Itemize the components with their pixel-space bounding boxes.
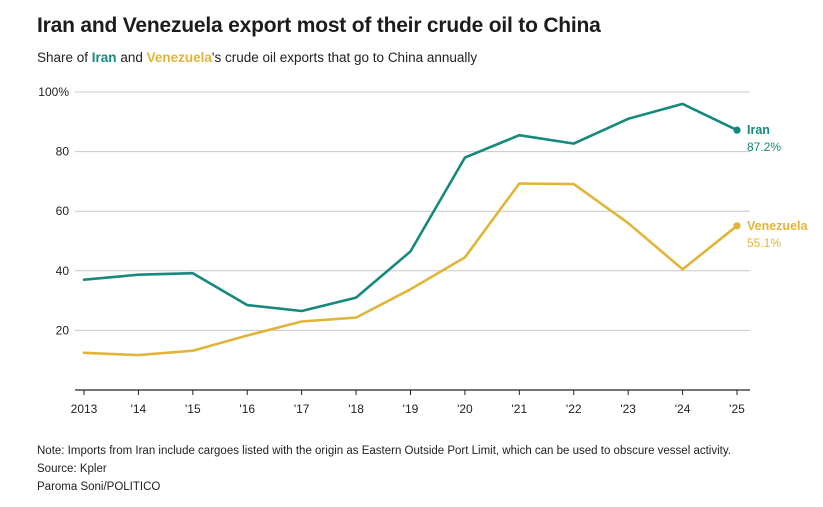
venezuela-end-marker (733, 222, 741, 230)
venezuela-end-name: Venezuela (747, 219, 808, 233)
x-tick-label-9: '22 (566, 402, 582, 416)
chart-subtitle: Share of Iran and Venezuela's crude oil … (37, 50, 477, 65)
chart-title: Iran and Venezuela export most of their … (37, 14, 601, 37)
y-tick-label-100: 100% (38, 85, 69, 99)
x-tick-label-10: '23 (620, 402, 636, 416)
footer-note: Note: Imports from Iran include cargoes … (37, 445, 731, 457)
subtitle-venezuela: Venezuela (146, 50, 212, 65)
x-tick-label-4: '17 (294, 402, 310, 416)
subtitle-iran: Iran (91, 50, 117, 65)
x-tick-label-0: 2013 (71, 402, 98, 416)
x-tick-label-8: '21 (512, 402, 528, 416)
iran-end-marker (733, 126, 741, 134)
venezuela-end-value: 55.1% (747, 236, 781, 250)
x-tick-label-7: '20 (457, 402, 473, 416)
iran-series-line (82, 102, 739, 313)
x-tick-label-11: '24 (675, 402, 691, 416)
x-tick-label-3: '16 (239, 402, 255, 416)
venezuela-series-line (82, 182, 739, 357)
x-tick-label-1: '14 (131, 402, 147, 416)
x-tick-label-6: '19 (403, 402, 419, 416)
y-tick-label-80: 80 (56, 145, 70, 159)
subtitle-and: and (116, 50, 147, 65)
iran-end-name: Iran (747, 123, 770, 137)
x-tick-label-5: '18 (348, 402, 364, 416)
y-tick-label-20: 20 (56, 323, 70, 337)
x-tick-label-12: '25 (729, 402, 745, 416)
footer-credit: Paroma Soni/POLITICO (37, 481, 161, 493)
iran-end-value: 87.2% (747, 140, 781, 154)
x-tick-label-2: '15 (185, 402, 201, 416)
subtitle-suffix: 's crude oil exports that go to China an… (211, 50, 478, 65)
footer-source: Source: Kpler (37, 463, 107, 475)
y-tick-label-60: 60 (56, 204, 70, 218)
subtitle-prefix: Share of (37, 50, 92, 65)
y-tick-label-40: 40 (56, 264, 70, 278)
